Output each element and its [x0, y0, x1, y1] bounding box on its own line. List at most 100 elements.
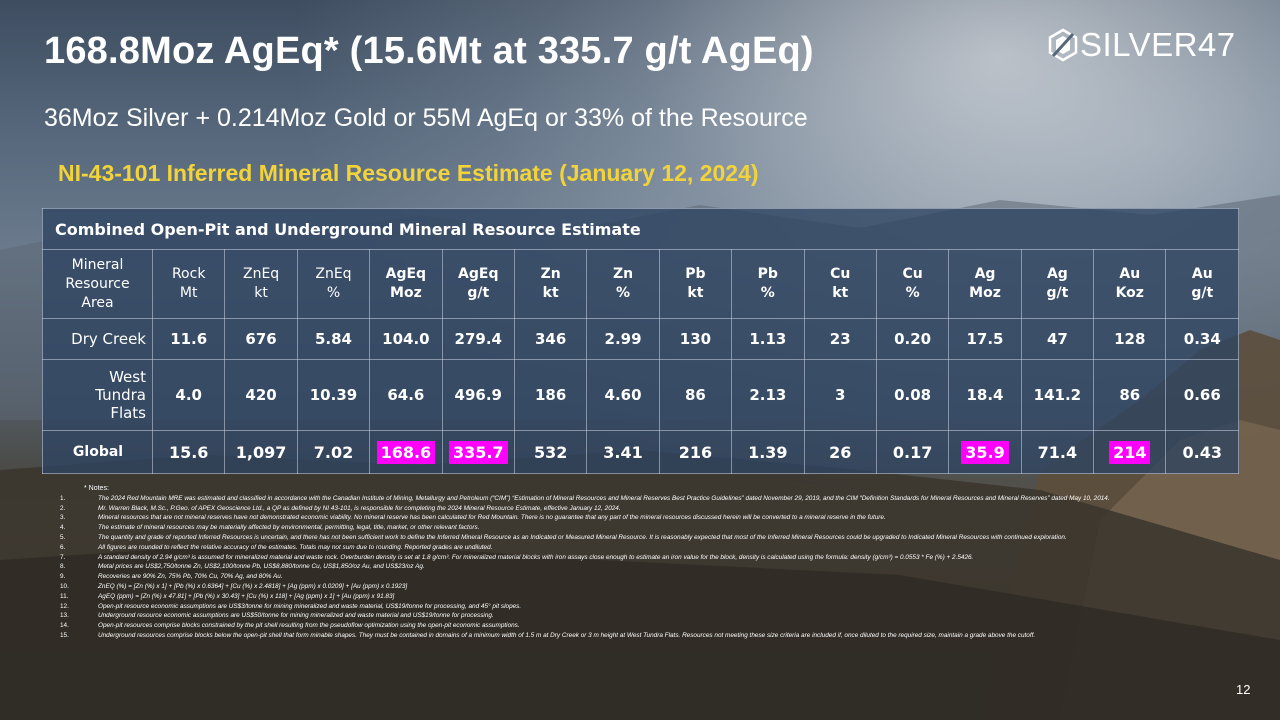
footnote-item: 2. Mr. Warren Black, M.Sc., P.Geo. of APE… — [60, 504, 1200, 514]
footnote-item: 1. The 2024 Red Mountain MRE was estimate… — [60, 494, 1200, 504]
footnote-item: 13. Underground resource economic assumpt… — [60, 611, 1200, 621]
cell-value: 26 — [829, 442, 852, 462]
cell-value: 279.4 — [454, 330, 502, 348]
page-subtitle: 36Moz Silver + 0.214Moz Gold or 55M AgEq… — [44, 104, 808, 132]
footnote-number: 10. — [60, 582, 69, 590]
table-caption: Combined Open-Pit and Underground Minera… — [41, 208, 1240, 250]
table-cell: 214 — [1093, 430, 1167, 474]
column-header-line: Resource — [65, 275, 130, 292]
column-header-line: g/t — [467, 285, 490, 301]
table-cell: 186 — [513, 359, 588, 431]
table-cell: 64.6 — [369, 359, 443, 431]
cell-value: 1,097 — [235, 442, 287, 462]
table-cell: 2.99 — [586, 318, 660, 360]
cell-value: 2.13 — [749, 386, 787, 404]
table-cell: 216 — [658, 430, 733, 474]
cell-value: 15.6 — [168, 442, 209, 462]
area-label-line: Global — [72, 444, 124, 460]
column-header: Cu% — [875, 249, 950, 319]
table-cell: 35.9 — [948, 430, 1022, 474]
column-header-line: % — [905, 285, 920, 301]
footnote-number: 7. — [60, 553, 66, 561]
cell-value: 3 — [834, 386, 846, 404]
table-cell: 5.84 — [296, 318, 371, 360]
column-header: AgEq Moz — [369, 249, 443, 319]
column-header-line: % — [326, 285, 341, 301]
cell-value: 2.99 — [604, 330, 642, 348]
column-header-line: g/t — [1046, 285, 1069, 301]
column-header-line: Rock — [171, 266, 206, 282]
footnote-item: 10. ZnEQ (%) = [Zn (%) x 1] + [Pb (%) x 0… — [60, 582, 1200, 592]
table-cell: 3 — [803, 359, 877, 431]
cell-value: 17.5 — [966, 330, 1004, 348]
column-header-line: Cu — [830, 266, 851, 282]
footnote-text: Mineral resources that are not mineral r… — [98, 514, 886, 522]
table-cell: 335.7 — [441, 430, 515, 474]
footnote-item: 4. The estimate of mineral resources may … — [60, 523, 1200, 533]
cell-value: 7.02 — [313, 442, 354, 462]
table-cell: 2.13 — [731, 359, 805, 431]
cell-value: 71.4 — [1037, 442, 1078, 462]
cell-value: 532 — [533, 442, 568, 462]
footnote-item: 12. Open-pit resource economic assumption… — [60, 602, 1200, 612]
table-cell: 676 — [224, 318, 298, 360]
table-cell: 1,097 — [224, 430, 298, 474]
table-cell: 0.08 — [875, 359, 950, 431]
table-cell: 4.0 — [151, 359, 226, 431]
row-area-label: Global — [42, 430, 153, 474]
table-cell: 4.60 — [586, 359, 660, 431]
footnote-text: Underground resource economic assumption… — [98, 612, 494, 620]
column-header-line: Au — [1119, 266, 1141, 282]
column-header: Zn kt — [513, 249, 588, 319]
footnote-item: 11. AgEQ (ppm) = [Zn (%) x 47.81] + [Pb (… — [60, 592, 1200, 602]
table-cell: 104.0 — [369, 318, 443, 360]
cell-value: 47 — [1046, 330, 1068, 348]
cell-value: 0.34 — [1183, 330, 1221, 348]
cell-value: 335.7 — [448, 440, 508, 464]
footnote-item: 5. The quantity and grade of reported Inf… — [60, 533, 1200, 543]
column-header-line: Cu — [902, 266, 923, 282]
footnote-item: 9. Recoveries are 90% Zn, 75% Pb, 70% Cu,… — [60, 572, 1200, 582]
column-header-line: g/t — [1191, 285, 1214, 301]
column-header: Ag g/t — [1020, 249, 1095, 319]
cell-value: 216 — [678, 442, 713, 462]
footnote-number: 5. — [60, 533, 66, 541]
cell-value: 0.20 — [894, 330, 932, 348]
table-cell: 0.17 — [875, 430, 950, 474]
table-header-row: Mineral Resource Area Rock Mt ZnEq kt ZnEq% AgEq… — [42, 249, 1240, 319]
table-cell: 86 — [1093, 359, 1167, 431]
table-cell: 86 — [658, 359, 733, 431]
footnote-text: The quantity and grade of reported Infer… — [98, 533, 1067, 541]
column-header: Pb kt — [658, 249, 733, 319]
table-cell: 26 — [803, 430, 877, 474]
column-header: Zn% — [586, 249, 660, 319]
column-header-line: % — [616, 285, 631, 301]
area-label-line: Flats — [110, 404, 146, 422]
column-header: Cu kt — [803, 249, 877, 319]
table-cell: 7.02 — [296, 430, 371, 474]
column-header: ZnEq% — [296, 249, 371, 319]
cell-value: 4.0 — [175, 386, 202, 404]
footnote-number: 4. — [60, 524, 66, 532]
area-label-line: Tundra — [95, 386, 146, 404]
cell-value: 214 — [1109, 440, 1151, 464]
table-cell: 1.39 — [731, 430, 805, 474]
table-cell: 11.6 — [151, 318, 226, 360]
area-label-line: West — [109, 368, 146, 386]
cell-value: 0.08 — [894, 386, 932, 404]
footnote-text: Mr. Warren Black, M.Sc., P.Geo. of APEX … — [98, 504, 621, 512]
column-header: Au g/t — [1165, 249, 1240, 319]
cell-value: 5.84 — [314, 330, 352, 348]
footnotes: * Notes: 1. The 2024 Red Mountain MRE was… — [60, 484, 1200, 641]
cell-value: 86 — [684, 386, 706, 404]
column-header-line: Pb — [757, 266, 778, 282]
cell-value: 128 — [1114, 330, 1146, 348]
table-cell: 47 — [1020, 318, 1095, 360]
area-label-line: Dry Creek — [71, 330, 146, 348]
cell-value: 0.43 — [1182, 442, 1223, 462]
column-header-line: AgEq — [385, 266, 427, 282]
footnote-text: The 2024 Red Mountain MRE was estimated … — [98, 494, 1110, 502]
column-header-line: Moz — [969, 285, 1001, 301]
column-header-line: Pb — [685, 266, 706, 282]
table-cell: 3.41 — [586, 430, 660, 474]
